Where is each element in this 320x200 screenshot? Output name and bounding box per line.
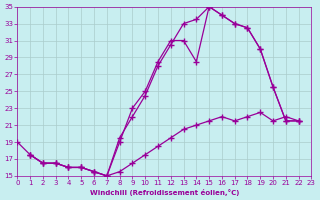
X-axis label: Windchill (Refroidissement éolien,°C): Windchill (Refroidissement éolien,°C) — [90, 189, 239, 196]
